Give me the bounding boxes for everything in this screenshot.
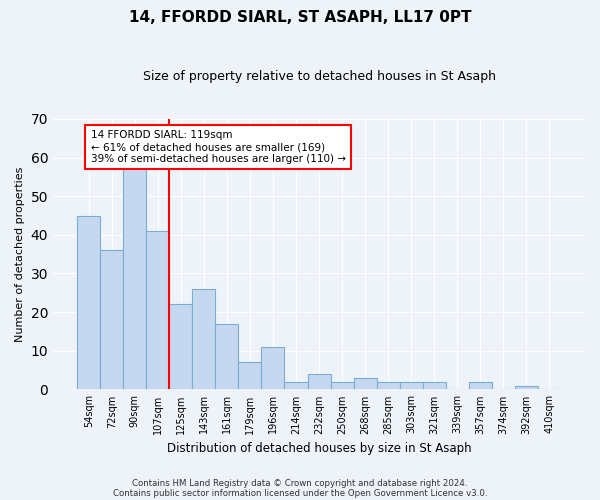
Bar [353,378,377,390]
Bar [469,382,492,390]
Y-axis label: Number of detached properties: Number of detached properties [15,166,25,342]
Text: 14 FFORDD SIARL: 119sqm
← 61% of detached houses are smaller (169)
39% of semi-d: 14 FFORDD SIARL: 119sqm ← 61% of detache… [91,130,346,164]
Bar [284,382,308,390]
Bar [377,382,400,390]
Bar [400,382,422,390]
Bar [308,374,331,390]
Bar [146,231,169,390]
Bar [215,324,238,390]
Bar [422,382,446,390]
Bar [169,304,193,390]
Title: Size of property relative to detached houses in St Asaph: Size of property relative to detached ho… [143,70,496,83]
Bar [100,250,123,390]
Text: Contains public sector information licensed under the Open Government Licence v3: Contains public sector information licen… [113,488,487,498]
X-axis label: Distribution of detached houses by size in St Asaph: Distribution of detached houses by size … [167,442,472,455]
Text: 14, FFORDD SIARL, ST ASAPH, LL17 0PT: 14, FFORDD SIARL, ST ASAPH, LL17 0PT [129,10,471,25]
Bar [77,216,100,390]
Bar [123,162,146,390]
Bar [193,289,215,390]
Bar [331,382,353,390]
Bar [262,347,284,390]
Bar [515,386,538,390]
Bar [238,362,262,390]
Text: Contains HM Land Registry data © Crown copyright and database right 2024.: Contains HM Land Registry data © Crown c… [132,478,468,488]
